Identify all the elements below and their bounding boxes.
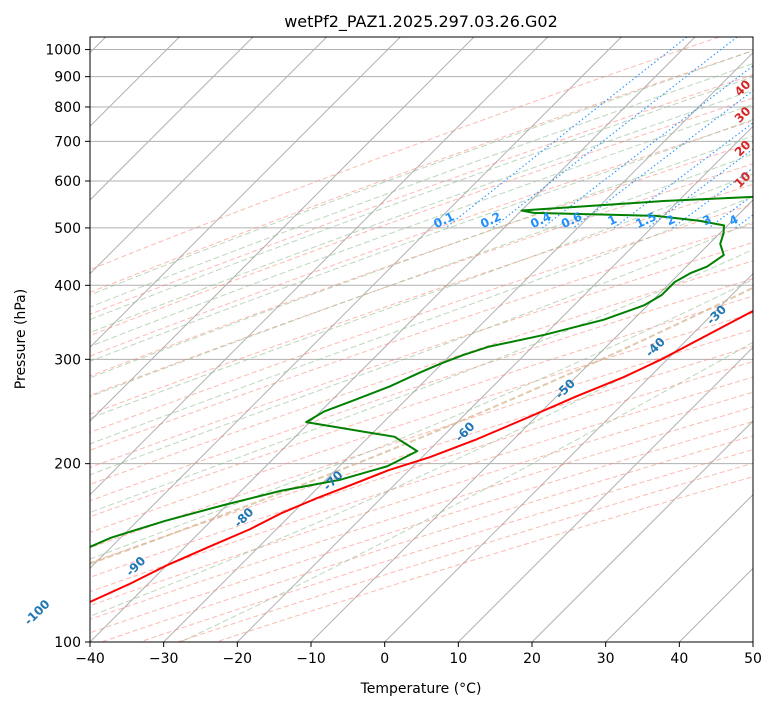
x-tick-label: −10 [296, 651, 326, 667]
dry-adiabat [90, 329, 753, 549]
temperature-profile [90, 310, 753, 604]
dry-adiabat [101, 435, 753, 642]
dry-adiabat [90, 278, 753, 502]
dry-adiabat [90, 361, 753, 578]
x-tick-label: 20 [523, 651, 541, 667]
height-label: -20 [770, 270, 775, 295]
height-label: -80 [231, 505, 256, 530]
isotherm-line [90, 37, 549, 496]
isotherm-line [90, 37, 622, 570]
warm-level-label: 10 [732, 169, 754, 191]
y-tick-label: 900 [54, 70, 81, 86]
isotherm-line [310, 199, 753, 642]
y-axis: 100 200 300 400 500 600 700 800 900 1000 [45, 43, 90, 651]
dry-adiabat [90, 183, 753, 415]
height-label: -40 [643, 335, 668, 360]
moist-adiabat [90, 50, 753, 296]
y-tick-label: 800 [54, 100, 81, 116]
isotherm-line [90, 37, 254, 201]
isotherm-line [90, 37, 328, 275]
y-tick-label: 700 [54, 134, 81, 150]
mixing-ratio-line [445, 37, 688, 229]
wetbulb-curve [90, 286, 753, 565]
y-tick-label: 100 [54, 635, 81, 651]
height-label: -30 [704, 302, 729, 327]
mixing-ratio-line [672, 167, 753, 229]
x-tick-label: −20 [223, 651, 253, 667]
isotherm-line [384, 272, 753, 642]
line-labels: 0.10.20.40.611.5234-10-20-30-40-50-60-70… [22, 77, 775, 628]
moist-adiabat [90, 221, 753, 476]
height-label: -100 [22, 597, 53, 628]
x-tick-label: −30 [149, 651, 179, 667]
x-axis-label: Temperature (°C) [360, 681, 482, 697]
x-axis: −40 −30 −20 −10 0 10 20 30 40 50 [75, 642, 762, 667]
profiles [90, 195, 753, 604]
isotherm-line [457, 346, 753, 642]
moist-adiabat [90, 103, 753, 347]
x-tick-label: 50 [744, 651, 762, 667]
dewpoint-profile [90, 195, 753, 548]
background-lines [90, 37, 753, 642]
mixing-ratio-line [542, 65, 753, 229]
isotherm-line [90, 37, 696, 642]
isotherm-line [678, 567, 753, 642]
y-tick-label: 400 [54, 278, 81, 294]
x-tick-label: 40 [670, 651, 688, 667]
moist-adiabat [90, 89, 753, 334]
y-tick-label: 1000 [45, 43, 81, 59]
mixing-ratio-label: 2 [664, 212, 677, 228]
isotherm-line [236, 125, 753, 642]
mixing-ratio-line [734, 214, 753, 229]
moist-adiabat [90, 195, 753, 445]
isotherm-line [163, 51, 753, 642]
height-label: -90 [123, 554, 148, 579]
isotherm-line [752, 641, 753, 642]
y-axis-label: Pressure (hPa) [13, 289, 29, 389]
y-tick-label: 600 [54, 174, 81, 190]
moist-adiabat [90, 118, 753, 362]
plot-frame [89, 36, 754, 643]
x-tick-label: −40 [75, 651, 105, 667]
x-tick-label: 30 [597, 651, 615, 667]
x-tick-label: 10 [449, 651, 467, 667]
mixing-ratio-line [613, 122, 753, 229]
dry-adiabat [90, 223, 753, 451]
moist-adiabat [90, 63, 753, 308]
dry-adiabat [90, 312, 753, 533]
isotherm-line [531, 420, 753, 642]
y-tick-label: 200 [54, 457, 81, 473]
dry-adiabat [177, 462, 753, 642]
moist-adiabat [180, 341, 753, 642]
moist-adiabat [90, 153, 753, 398]
dry-adiabat [139, 449, 753, 642]
dry-adiabat [90, 142, 753, 377]
dry-adiabat [90, 376, 753, 593]
y-tick-label: 300 [54, 352, 81, 368]
y-tick-label: 500 [54, 221, 81, 237]
isotherm-line [90, 37, 475, 422]
dry-adiabat [90, 241, 753, 469]
dry-adiabat [215, 476, 753, 642]
dry-adiabat [90, 203, 753, 433]
chart-title: wetPf2_PAZ1.2025.297.03.26.G02 [284, 12, 558, 32]
isotherm-line [90, 37, 401, 349]
x-tick-label: 0 [380, 651, 389, 667]
moist-adiabat [90, 173, 753, 419]
isotherm-line [605, 493, 753, 642]
moist-adiabat [90, 248, 753, 514]
